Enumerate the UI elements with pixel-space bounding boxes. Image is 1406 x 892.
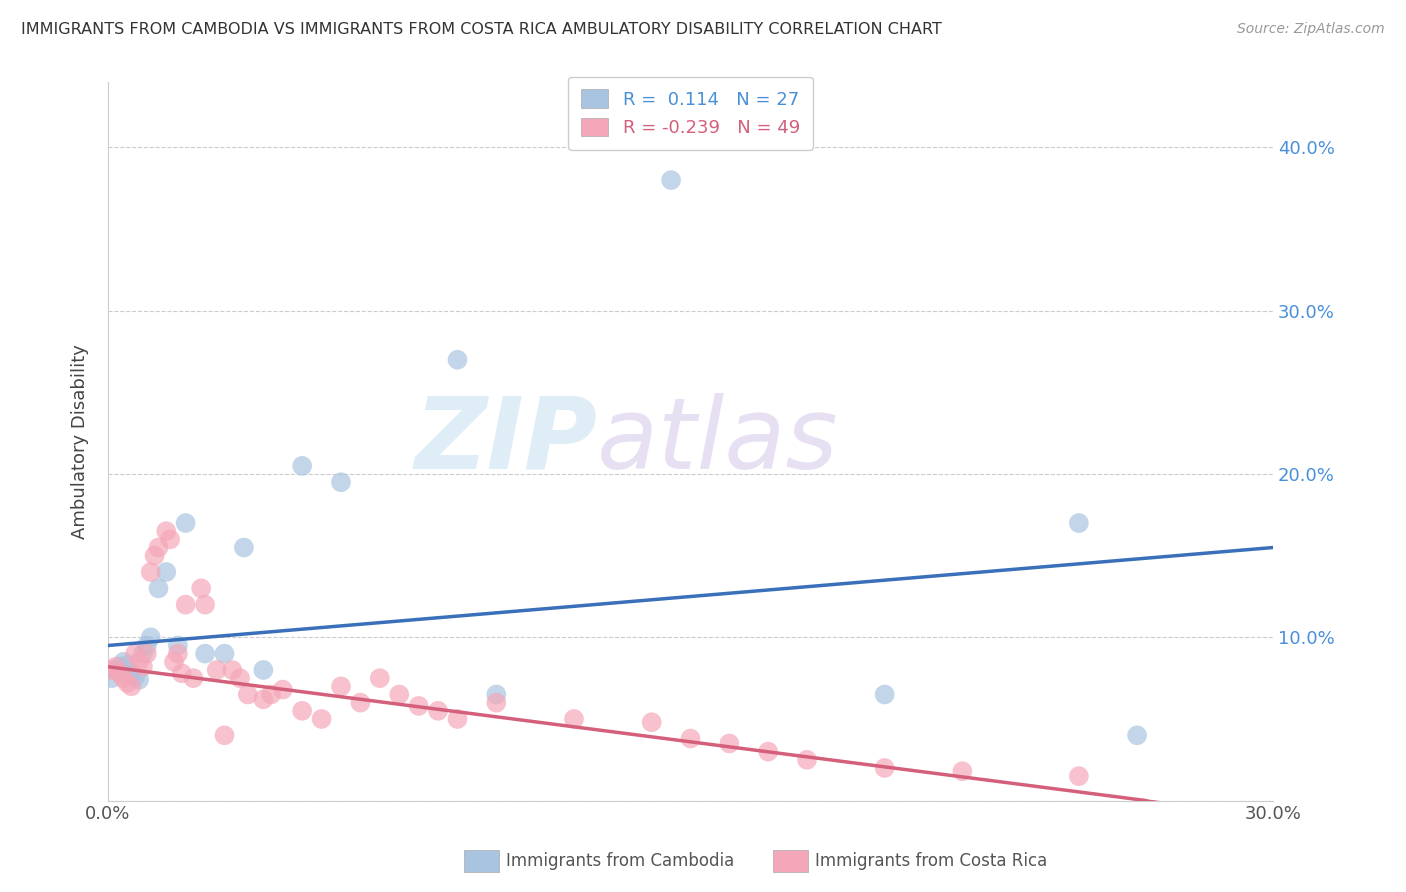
Point: [950, 764, 973, 779]
Point: [128, 655, 150, 669]
Point: [1067, 516, 1090, 530]
Point: [124, 669, 146, 683]
Point: [135, 647, 157, 661]
Point: [873, 688, 896, 702]
Point: [659, 173, 682, 187]
Point: [756, 745, 779, 759]
Point: [485, 696, 508, 710]
Point: [120, 679, 142, 693]
Point: [640, 715, 662, 730]
Point: [155, 565, 177, 579]
Point: [101, 663, 124, 677]
Point: [271, 682, 294, 697]
Point: [388, 688, 411, 702]
Point: [349, 696, 371, 710]
Point: [330, 475, 353, 490]
Point: [562, 712, 585, 726]
Point: [190, 582, 212, 596]
Point: [1126, 728, 1149, 742]
Point: [873, 761, 896, 775]
Point: [427, 704, 450, 718]
Point: [167, 647, 190, 661]
Point: [104, 663, 127, 677]
Point: [252, 692, 274, 706]
Point: [446, 712, 468, 726]
Point: [446, 352, 468, 367]
Point: [485, 688, 508, 702]
Point: [260, 688, 283, 702]
Point: [132, 659, 155, 673]
Point: [221, 663, 243, 677]
Point: [174, 598, 197, 612]
Point: [148, 541, 170, 555]
Point: [117, 676, 139, 690]
Point: [232, 541, 254, 555]
Point: [170, 666, 193, 681]
Point: [108, 659, 131, 673]
Point: [291, 458, 314, 473]
Point: [330, 679, 353, 693]
Point: [108, 666, 131, 681]
Point: [229, 671, 252, 685]
Point: [174, 516, 197, 530]
Point: [291, 704, 314, 718]
Point: [139, 630, 162, 644]
Point: [1067, 769, 1090, 783]
Text: Source: ZipAtlas.com: Source: ZipAtlas.com: [1237, 22, 1385, 37]
Point: [120, 666, 142, 681]
Point: [236, 688, 259, 702]
Point: [132, 647, 155, 661]
Text: ZIP: ZIP: [415, 392, 598, 490]
Point: [205, 663, 228, 677]
Point: [104, 659, 127, 673]
Text: Immigrants from Costa Rica: Immigrants from Costa Rica: [815, 852, 1047, 870]
Point: [155, 524, 177, 539]
Legend: R =  0.114   N = 27, R = -0.239   N = 49: R = 0.114 N = 27, R = -0.239 N = 49: [568, 77, 813, 150]
Point: [167, 639, 190, 653]
Text: atlas: atlas: [598, 392, 839, 490]
Point: [139, 565, 162, 579]
Point: [796, 753, 818, 767]
Point: [311, 712, 333, 726]
Point: [368, 671, 391, 685]
Point: [194, 647, 217, 661]
Y-axis label: Ambulatory Disability: Ambulatory Disability: [72, 344, 89, 539]
Point: [214, 647, 236, 661]
Point: [214, 728, 236, 742]
Point: [101, 671, 124, 685]
Point: [159, 533, 181, 547]
Point: [183, 671, 205, 685]
Point: [112, 671, 135, 685]
Point: [124, 647, 146, 661]
Point: [148, 582, 170, 596]
Point: [718, 736, 741, 750]
Point: [112, 655, 135, 669]
Point: [408, 698, 430, 713]
Text: Immigrants from Cambodia: Immigrants from Cambodia: [506, 852, 734, 870]
Point: [252, 663, 274, 677]
Point: [163, 655, 186, 669]
Text: IMMIGRANTS FROM CAMBODIA VS IMMIGRANTS FROM COSTA RICA AMBULATORY DISABILITY COR: IMMIGRANTS FROM CAMBODIA VS IMMIGRANTS F…: [21, 22, 942, 37]
Point: [679, 731, 702, 746]
Point: [128, 673, 150, 687]
Point: [143, 549, 166, 563]
Point: [194, 598, 217, 612]
Point: [135, 639, 157, 653]
Point: [117, 658, 139, 673]
